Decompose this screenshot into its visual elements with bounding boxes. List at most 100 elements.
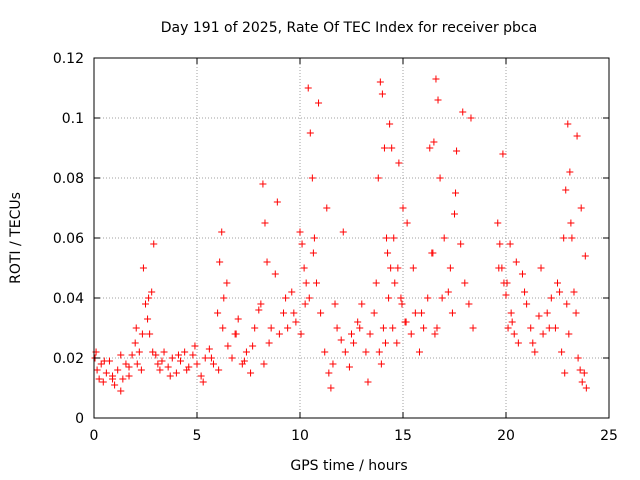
data-point (132, 324, 140, 332)
data-point (350, 339, 358, 347)
data-point (209, 360, 217, 368)
data-point (529, 339, 537, 347)
data-point (504, 324, 512, 332)
data-point (507, 309, 515, 317)
data-point (399, 204, 407, 212)
data-point (411, 309, 419, 317)
data-point (119, 375, 127, 383)
data-point (366, 330, 374, 338)
data-point (117, 387, 125, 395)
data-point (174, 351, 182, 359)
x-tick-label: 5 (193, 428, 202, 444)
data-point (393, 339, 401, 347)
data-point (181, 348, 189, 356)
data-point (263, 258, 271, 266)
data-point (496, 240, 504, 248)
data-point (495, 264, 503, 272)
data-point (502, 291, 510, 299)
data-point (97, 360, 105, 368)
data-point (512, 258, 520, 266)
data-point (348, 330, 355, 338)
data-point (321, 348, 329, 356)
data-point (397, 294, 405, 302)
data-point (566, 168, 574, 176)
data-point (111, 381, 119, 389)
data-point (565, 330, 573, 338)
data-point (453, 147, 461, 155)
data-point (377, 360, 385, 368)
data-point (149, 348, 157, 356)
data-point (337, 336, 345, 344)
data-point (429, 249, 437, 257)
data-point (297, 330, 305, 338)
data-point (216, 258, 224, 266)
data-point (385, 294, 393, 302)
data-point (224, 342, 232, 350)
data-point (306, 129, 314, 137)
data-point (259, 180, 267, 188)
data-point (386, 120, 394, 128)
data-point (379, 324, 387, 332)
data-point (568, 234, 576, 242)
y-axis-label: ROTI / TECUs (8, 192, 24, 284)
data-point (376, 78, 384, 86)
data-point (394, 264, 402, 272)
data-point (581, 252, 589, 260)
data-point (444, 288, 452, 296)
data-point (315, 99, 323, 107)
data-point (305, 294, 313, 302)
data-point (452, 189, 460, 197)
data-point (327, 384, 335, 392)
data-point (158, 357, 166, 365)
data-point (234, 315, 242, 323)
data-point (358, 300, 366, 308)
data-point (562, 186, 570, 194)
data-point (122, 360, 130, 368)
data-point (402, 318, 410, 326)
data-point (183, 366, 191, 374)
data-point (576, 366, 584, 374)
data-point (280, 309, 288, 317)
data-point (109, 375, 117, 383)
data-point (201, 354, 209, 362)
data-point (364, 378, 372, 386)
data-point (298, 240, 306, 248)
data-point (152, 351, 160, 359)
data-point (156, 366, 164, 374)
data-point (580, 369, 588, 377)
data-point (93, 366, 101, 374)
data-point (323, 204, 331, 212)
data-point (391, 279, 399, 287)
data-point (446, 264, 454, 272)
data-point (218, 228, 226, 236)
data-point (535, 312, 543, 320)
data-point (558, 348, 566, 356)
data-point (508, 318, 516, 326)
data-point (282, 294, 290, 302)
data-point (95, 375, 103, 383)
data-point (292, 318, 300, 326)
data-point (99, 378, 107, 386)
data-point (223, 279, 231, 287)
data-point (523, 300, 531, 308)
axis-ticks (93, 57, 610, 419)
data-point (146, 330, 154, 338)
data-point (457, 240, 465, 248)
data-point (257, 300, 265, 308)
x-tick-label: 0 (90, 428, 99, 444)
data-point (432, 75, 440, 83)
data-point (240, 357, 248, 365)
data-point (333, 324, 341, 332)
data-point (424, 294, 432, 302)
data-point (436, 174, 444, 182)
data-point (560, 234, 568, 242)
data-point (384, 249, 392, 257)
data-point (539, 330, 547, 338)
data-point (144, 315, 152, 323)
data-point (166, 372, 174, 380)
data-point (177, 357, 185, 365)
data-point (537, 264, 545, 272)
data-point (131, 339, 139, 347)
data-point (251, 324, 259, 332)
